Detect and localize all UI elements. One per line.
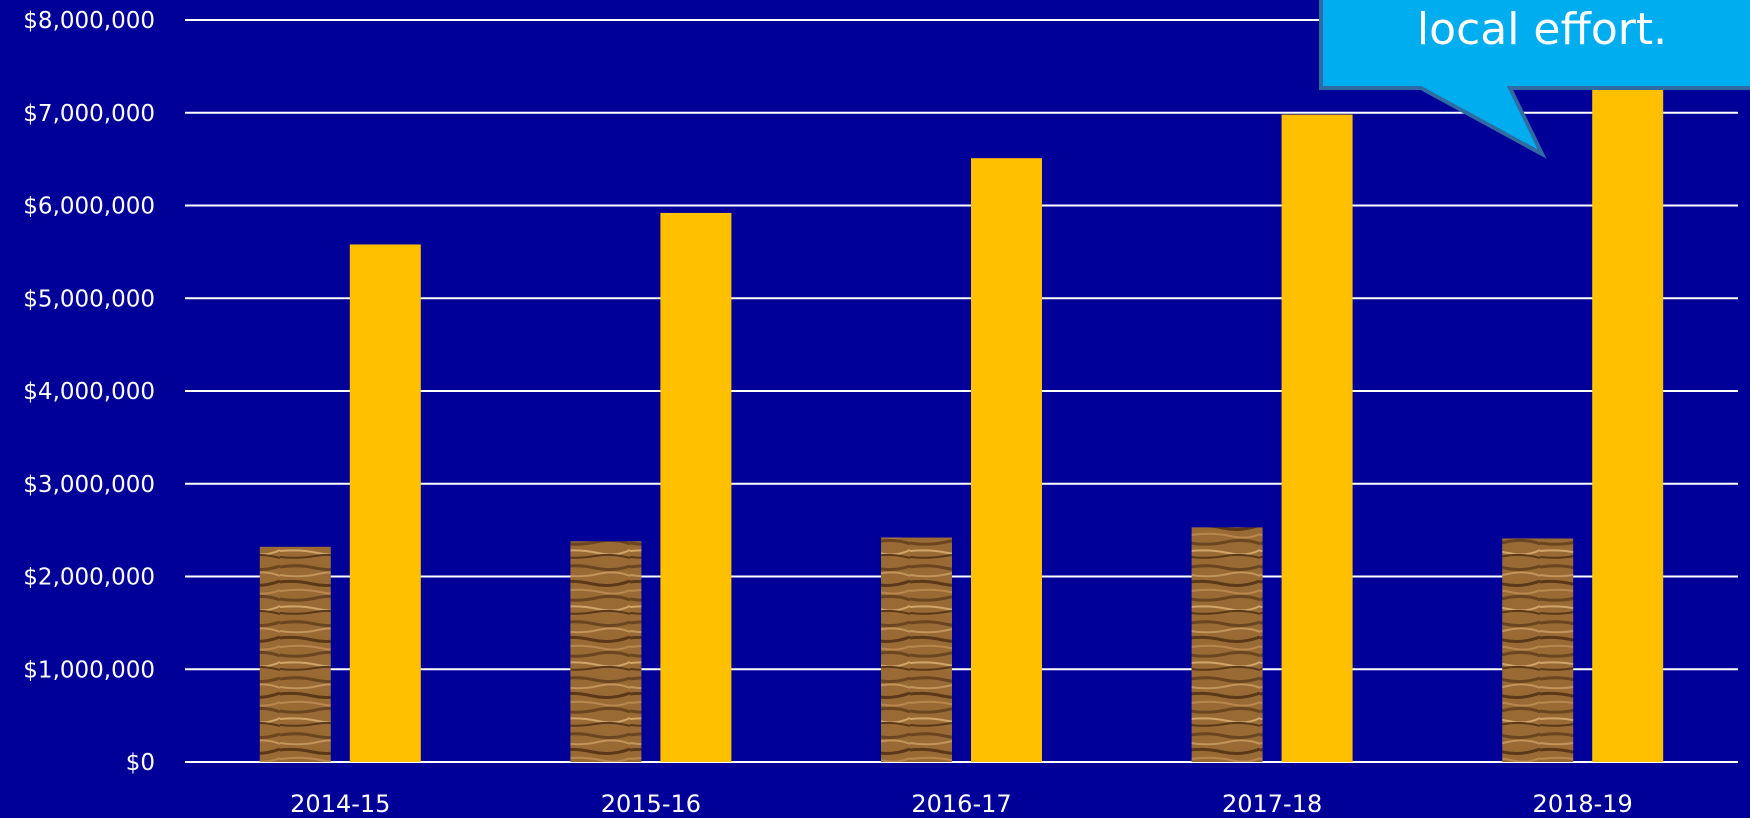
bar-series-2 xyxy=(971,158,1042,762)
y-tick-label: $0 xyxy=(126,750,155,776)
bar-series-2 xyxy=(660,212,732,763)
bar-series-1 xyxy=(570,541,642,762)
bar-series-2 xyxy=(349,244,421,762)
bar-series-1 xyxy=(881,537,952,762)
bar-series-1 xyxy=(1191,527,1263,762)
x-tick-label: 2015-16 xyxy=(601,790,701,818)
x-tick-label: 2017-18 xyxy=(1222,790,1322,818)
y-tick-label: $1,000,000 xyxy=(23,657,155,683)
x-tick-label: 2018-19 xyxy=(1533,790,1633,818)
callout-shape xyxy=(1319,0,1750,159)
y-tick-label: $2,000,000 xyxy=(23,565,155,591)
bar-series-1 xyxy=(1502,538,1574,762)
y-tick-label: $7,000,000 xyxy=(23,101,155,127)
y-tick-label: $4,000,000 xyxy=(23,379,155,405)
y-axis-tick-labels: $0 $1,000,000 $2,000,000 $3,000,000 $4,000,0… xyxy=(23,8,155,776)
y-tick-label: $6,000,000 xyxy=(23,194,155,220)
y-tick-label: $3,000,000 xyxy=(23,472,155,498)
bar-series-1 xyxy=(259,546,331,762)
y-tick-label: $8,000,000 xyxy=(23,8,155,34)
callout-annotation: local effort. xyxy=(1319,0,1750,159)
bar-series-2 xyxy=(1592,66,1664,762)
x-axis-tick-labels: 2014-15 2015-16 2016-17 2017-18 2018-19 xyxy=(290,790,1633,818)
x-tick-label: 2016-17 xyxy=(911,790,1011,818)
gridlines xyxy=(185,19,1738,763)
bar-series-2 xyxy=(1281,114,1353,763)
callout-text: local effort. xyxy=(1417,4,1667,55)
bars xyxy=(259,66,1664,763)
x-tick-label: 2014-15 xyxy=(290,790,390,818)
y-tick-label: $5,000,000 xyxy=(23,286,155,312)
